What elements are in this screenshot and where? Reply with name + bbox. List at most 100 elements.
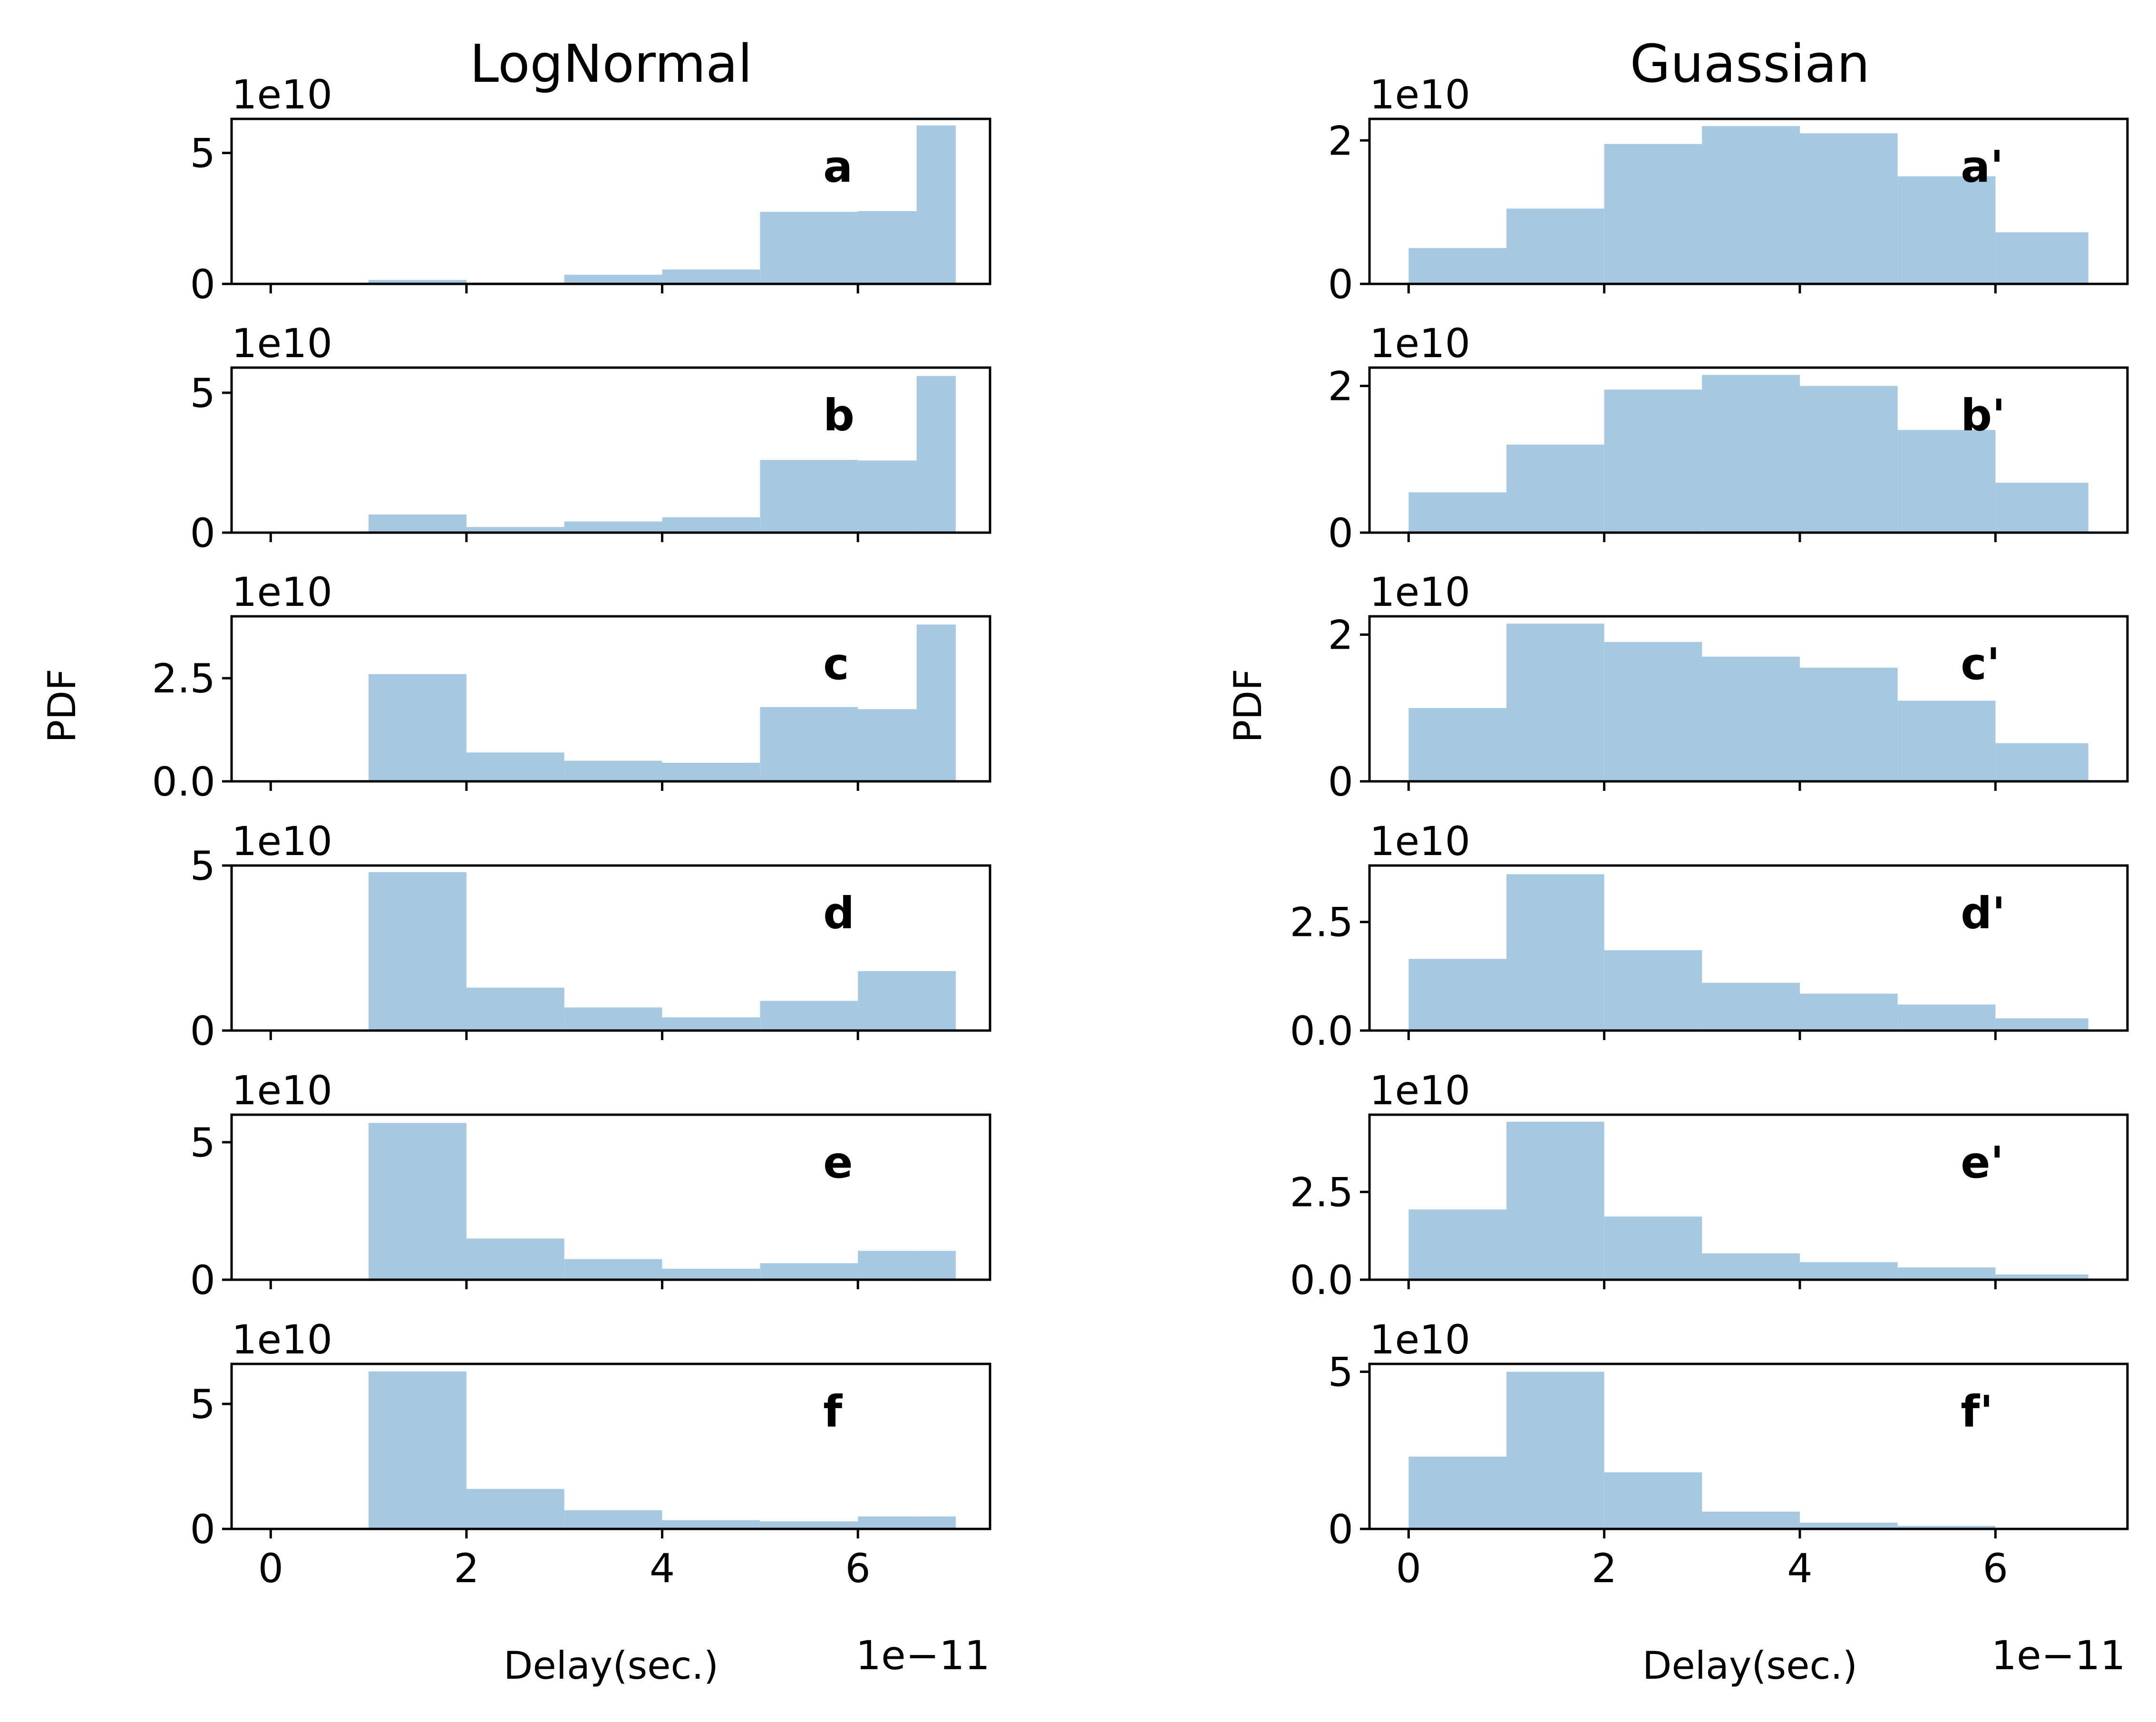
histogram-panel-b: 0 5 1e10 b (190, 320, 991, 556)
y-tick-label: 0 (190, 1257, 215, 1304)
histogram-bar (858, 1516, 917, 1529)
y-tick-label: 0 (190, 510, 215, 556)
y-tick-label: 0 (190, 1506, 215, 1553)
histogram-bar (662, 763, 760, 781)
histogram-bar (1506, 444, 1604, 533)
panel-label: c (823, 639, 849, 690)
histogram-bar (760, 460, 858, 533)
x-tick-label: 6 (1983, 1545, 2008, 1592)
y-offset-label: 1e10 (1369, 320, 1470, 367)
column-title-guassian: Guassian (1630, 33, 1870, 94)
x-offset-label-left: 1e−11 (856, 1632, 990, 1679)
histogram-bar (466, 752, 564, 781)
histogram-bar (1897, 1526, 1996, 1529)
histogram-panel-d-prime: 0.0 2.5 1e10 d' (1290, 818, 2129, 1054)
panel-label: e' (1961, 1137, 2004, 1188)
x-tick-label: 0 (258, 1545, 283, 1592)
histogram-bar (1408, 248, 1506, 284)
histogram-bar (1897, 1267, 1996, 1280)
histogram-bar (662, 1520, 760, 1529)
panel-frame (230, 864, 991, 1032)
histogram-panel-c-prime: 0 2 1e10 c' (1328, 569, 2129, 805)
histogram-bar (369, 280, 466, 284)
histogram-bar (916, 1251, 956, 1280)
histogram-bar (369, 674, 466, 781)
y-offset-label: 1e10 (232, 1067, 332, 1114)
histogram-bar (1702, 126, 1800, 284)
histogram-bar (564, 1007, 662, 1031)
x-tick-label: 4 (1787, 1545, 1812, 1592)
histogram-bar (1897, 176, 1996, 284)
y-tick-label: 0 (1328, 261, 1353, 308)
histogram-bar (1800, 1262, 1898, 1280)
y-tick-label: 2.5 (1290, 1169, 1353, 1216)
histogram-bar (662, 269, 760, 284)
y-offset-label: 1e10 (232, 320, 332, 367)
panel-label: d' (1961, 888, 2005, 939)
panel-label: f' (1961, 1386, 1993, 1437)
histogram-bar (760, 707, 858, 781)
histogram-bar (369, 514, 466, 533)
histogram-bar (760, 1001, 858, 1031)
histogram-bar (1702, 1511, 1800, 1529)
histogram-panel-a: 0 5 1e10 a (190, 71, 991, 308)
histogram-bar (1995, 1274, 2088, 1280)
histogram-bar (858, 1251, 917, 1280)
y-offset-label: 1e10 (1369, 1316, 1470, 1363)
histogram-bar (564, 1259, 662, 1280)
y-offset-label: 1e10 (1369, 569, 1470, 615)
histogram-bar (369, 1123, 466, 1280)
y-tick-label: 5 (190, 843, 215, 889)
histogram-bar (1800, 668, 1898, 781)
panels-guassian: 0 2 1e10 a' 0 2 1e10 b' 0 2 1e10 c' 0.0 2.5 1e10 d' 0.0 2… (1290, 71, 2129, 1592)
histogram-bar (760, 1263, 858, 1280)
y-tick-label: 0 (190, 1008, 215, 1054)
histogram-bar (1800, 1522, 1898, 1529)
x-tick-label: 0 (1396, 1545, 1421, 1592)
panel-label: b (823, 390, 855, 441)
panels-lognormal: 051e10a051e10b0.02.51e10c051e10d051e10e0… (152, 71, 991, 1592)
histogram-bar (1506, 874, 1604, 1031)
histogram-bar (466, 1238, 564, 1280)
histogram-bar (1702, 983, 1800, 1031)
histogram-bar (1408, 492, 1506, 533)
histogram-bar (564, 521, 662, 533)
x-tick-label: 2 (1592, 1545, 1617, 1592)
x-tick-label: 4 (650, 1545, 675, 1592)
x-tick-label: 2 (454, 1545, 479, 1592)
y-tick-label: 2 (1328, 117, 1353, 164)
x-tick-label: 6 (845, 1545, 870, 1592)
histogram-bar (466, 987, 564, 1031)
histogram-bar (369, 872, 466, 1031)
histogram-bar (1897, 430, 1996, 533)
histogram-bar (662, 1268, 760, 1280)
histogram-panel-a-prime: 0 2 1e10 a' (1328, 71, 2129, 308)
histogram-panel-c: 0.0 2.5 1e10 c (152, 569, 991, 805)
histogram-bar (916, 1516, 956, 1529)
histogram-bar (1995, 1018, 2088, 1031)
histogram-bar (369, 1371, 466, 1529)
panel-label: a (823, 141, 853, 192)
histogram-bar (1897, 1004, 1996, 1031)
histogram-panel-f: 0 5 0 2 4 6 1e10 f (190, 1316, 991, 1592)
histogram-bar (916, 125, 956, 284)
histogram-bar (1995, 232, 2088, 284)
x-axis-label-left: Delay(sec.) (504, 1644, 719, 1688)
histogram-bar (1408, 708, 1506, 781)
panel-frame (230, 117, 991, 285)
y-axis-label-left: PDF (40, 669, 84, 743)
histogram-bar (916, 624, 956, 781)
y-axis-label-right: PDF (1226, 669, 1270, 743)
y-tick-label: 5 (1328, 1349, 1353, 1396)
histogram-bar (466, 527, 564, 533)
histogram-bar (662, 517, 760, 533)
x-axis-label-right: Delay(sec.) (1642, 1644, 1857, 1688)
y-tick-label: 0.0 (1290, 1008, 1353, 1054)
y-tick-label: 2 (1328, 363, 1353, 410)
histogram-panel-e: 0 5 1e10 e (190, 1067, 991, 1304)
y-tick-label: 0 (1328, 1506, 1353, 1553)
histogram-bar (662, 1017, 760, 1031)
panel-frame (1368, 864, 2129, 1032)
histogram-bar (1702, 656, 1800, 781)
